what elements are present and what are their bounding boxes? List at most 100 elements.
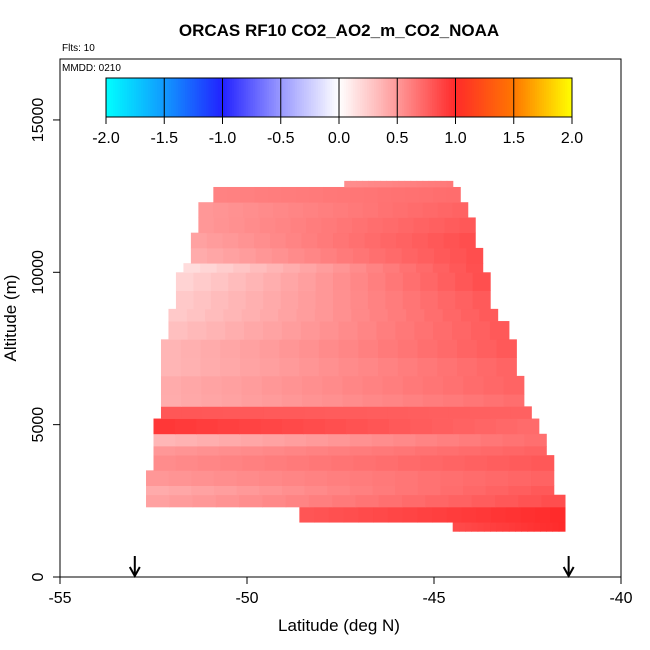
colorbar-swatch [280,78,284,117]
heatmap-cell [425,494,450,508]
heatmap-cell [180,357,202,377]
colorbar: -2.0 -1.5 -1.0 -0.5 0.0 0.5 1.0 1.5 2.0 [92,77,583,147]
heatmap-cell [193,290,212,310]
heatmap-cell [417,506,433,523]
heatmap-cell [236,485,260,496]
colorbar-swatch [173,78,177,117]
heatmap-cell [437,272,456,291]
heatmap-cell [374,180,381,188]
heatmap-cell [368,180,375,188]
heatmap-cell [472,290,491,310]
heatmap-cell [213,485,238,496]
heatmap-cell [306,445,329,456]
colorbar-swatch [516,78,519,117]
heatmap-cell [238,232,255,249]
heatmap-cell [322,394,343,407]
heatmap-cell [508,470,532,486]
colorbar-swatch [560,78,564,117]
heatmap-cell [474,418,497,435]
colorbar-swatch [215,78,219,117]
heatmap-cell [531,470,555,486]
colorbar-swatch [308,78,312,117]
heatmap-cell [358,357,379,377]
heatmap-cell [417,470,442,486]
colorbar-swatch [322,78,326,117]
heatmap-cell [422,394,444,407]
heatmap-cell [328,445,351,456]
heatmap-cell [446,186,461,203]
colorbar-swatch [467,78,470,117]
heatmap-cell [278,308,298,322]
heatmap-cell [366,263,384,273]
colorbar-swatch [429,78,433,117]
heatmap-cell [362,202,379,218]
heatmap-cell [284,433,307,447]
heatmap-cell [262,445,285,456]
colorbar-swatch [161,78,165,117]
heatmap-cell [218,445,242,456]
heatmap-cell [509,455,533,471]
heatmap-cell [281,418,304,435]
colorbar-swatch [138,78,142,117]
heatmap-cell [180,339,202,359]
heatmap-cell [336,217,353,234]
heatmap-cell [153,433,176,447]
heatmap-cell [422,202,439,218]
heatmap-cell [290,217,307,234]
colorbar-swatch [357,78,361,117]
heatmap-cell [490,522,497,532]
colorbar-swatch [243,78,247,117]
heatmap-cell [351,308,371,322]
heatmap-cell [386,180,394,188]
colorbar-tick-label: -1.5 [150,130,178,147]
colorbar-swatch [506,78,510,117]
colorbar-swatch [201,78,205,117]
heatmap-cell [206,232,224,249]
colorbar-swatch [297,78,300,117]
colorbar-swatch [462,78,466,117]
heatmap-cell [213,186,228,203]
heatmap-cell [437,290,456,310]
heatmap-cell [486,455,510,471]
heatmap-cell [417,339,438,359]
heatmap-cell [259,217,276,234]
heatmap-cell [324,418,347,435]
heatmap-cell [347,202,364,218]
heatmap-cell [210,272,229,291]
heatmap-cell [395,470,419,486]
heatmap-cell [241,375,263,395]
colorbar-swatch [222,78,226,117]
heatmap-cell [552,522,560,532]
heatmap-cell [458,522,466,532]
heatmap-cell [342,375,364,395]
heatmap-cell [263,272,282,291]
heatmap-cell [413,217,430,234]
colorbar-swatch [404,78,408,117]
heatmap-cell [303,418,326,435]
colorbar-swatch [553,78,557,117]
colorbar-swatch [376,78,380,117]
heatmap-cell [453,418,476,435]
colorbar-swatch [350,78,354,117]
colorbar-swatch [397,78,401,117]
heatmap-cell [266,263,284,273]
heatmap-cell [443,375,464,395]
colorbar-swatch [345,78,349,117]
heatmap-cell [213,470,238,486]
heatmap-cell [348,232,366,249]
heatmap-cell [245,290,264,310]
colorbar-swatch [558,78,561,117]
y-tick-label: 15000 [30,98,47,143]
colorbar-swatch [541,78,545,117]
colorbar-swatch [362,78,366,117]
colorbar-swatch [352,78,356,117]
colorbar-swatch [166,78,170,117]
heatmap-cell [213,202,229,218]
heatmap-cell [160,375,182,395]
colorbar-swatch [154,78,158,117]
colorbar-swatch [252,78,256,117]
heatmap-cell [406,308,426,322]
heatmap-cell [207,247,224,264]
chart-title: ORCAS RF10 CO2_AO2_m_CO2_NOAA [179,21,499,40]
heatmap-cell [228,290,247,310]
